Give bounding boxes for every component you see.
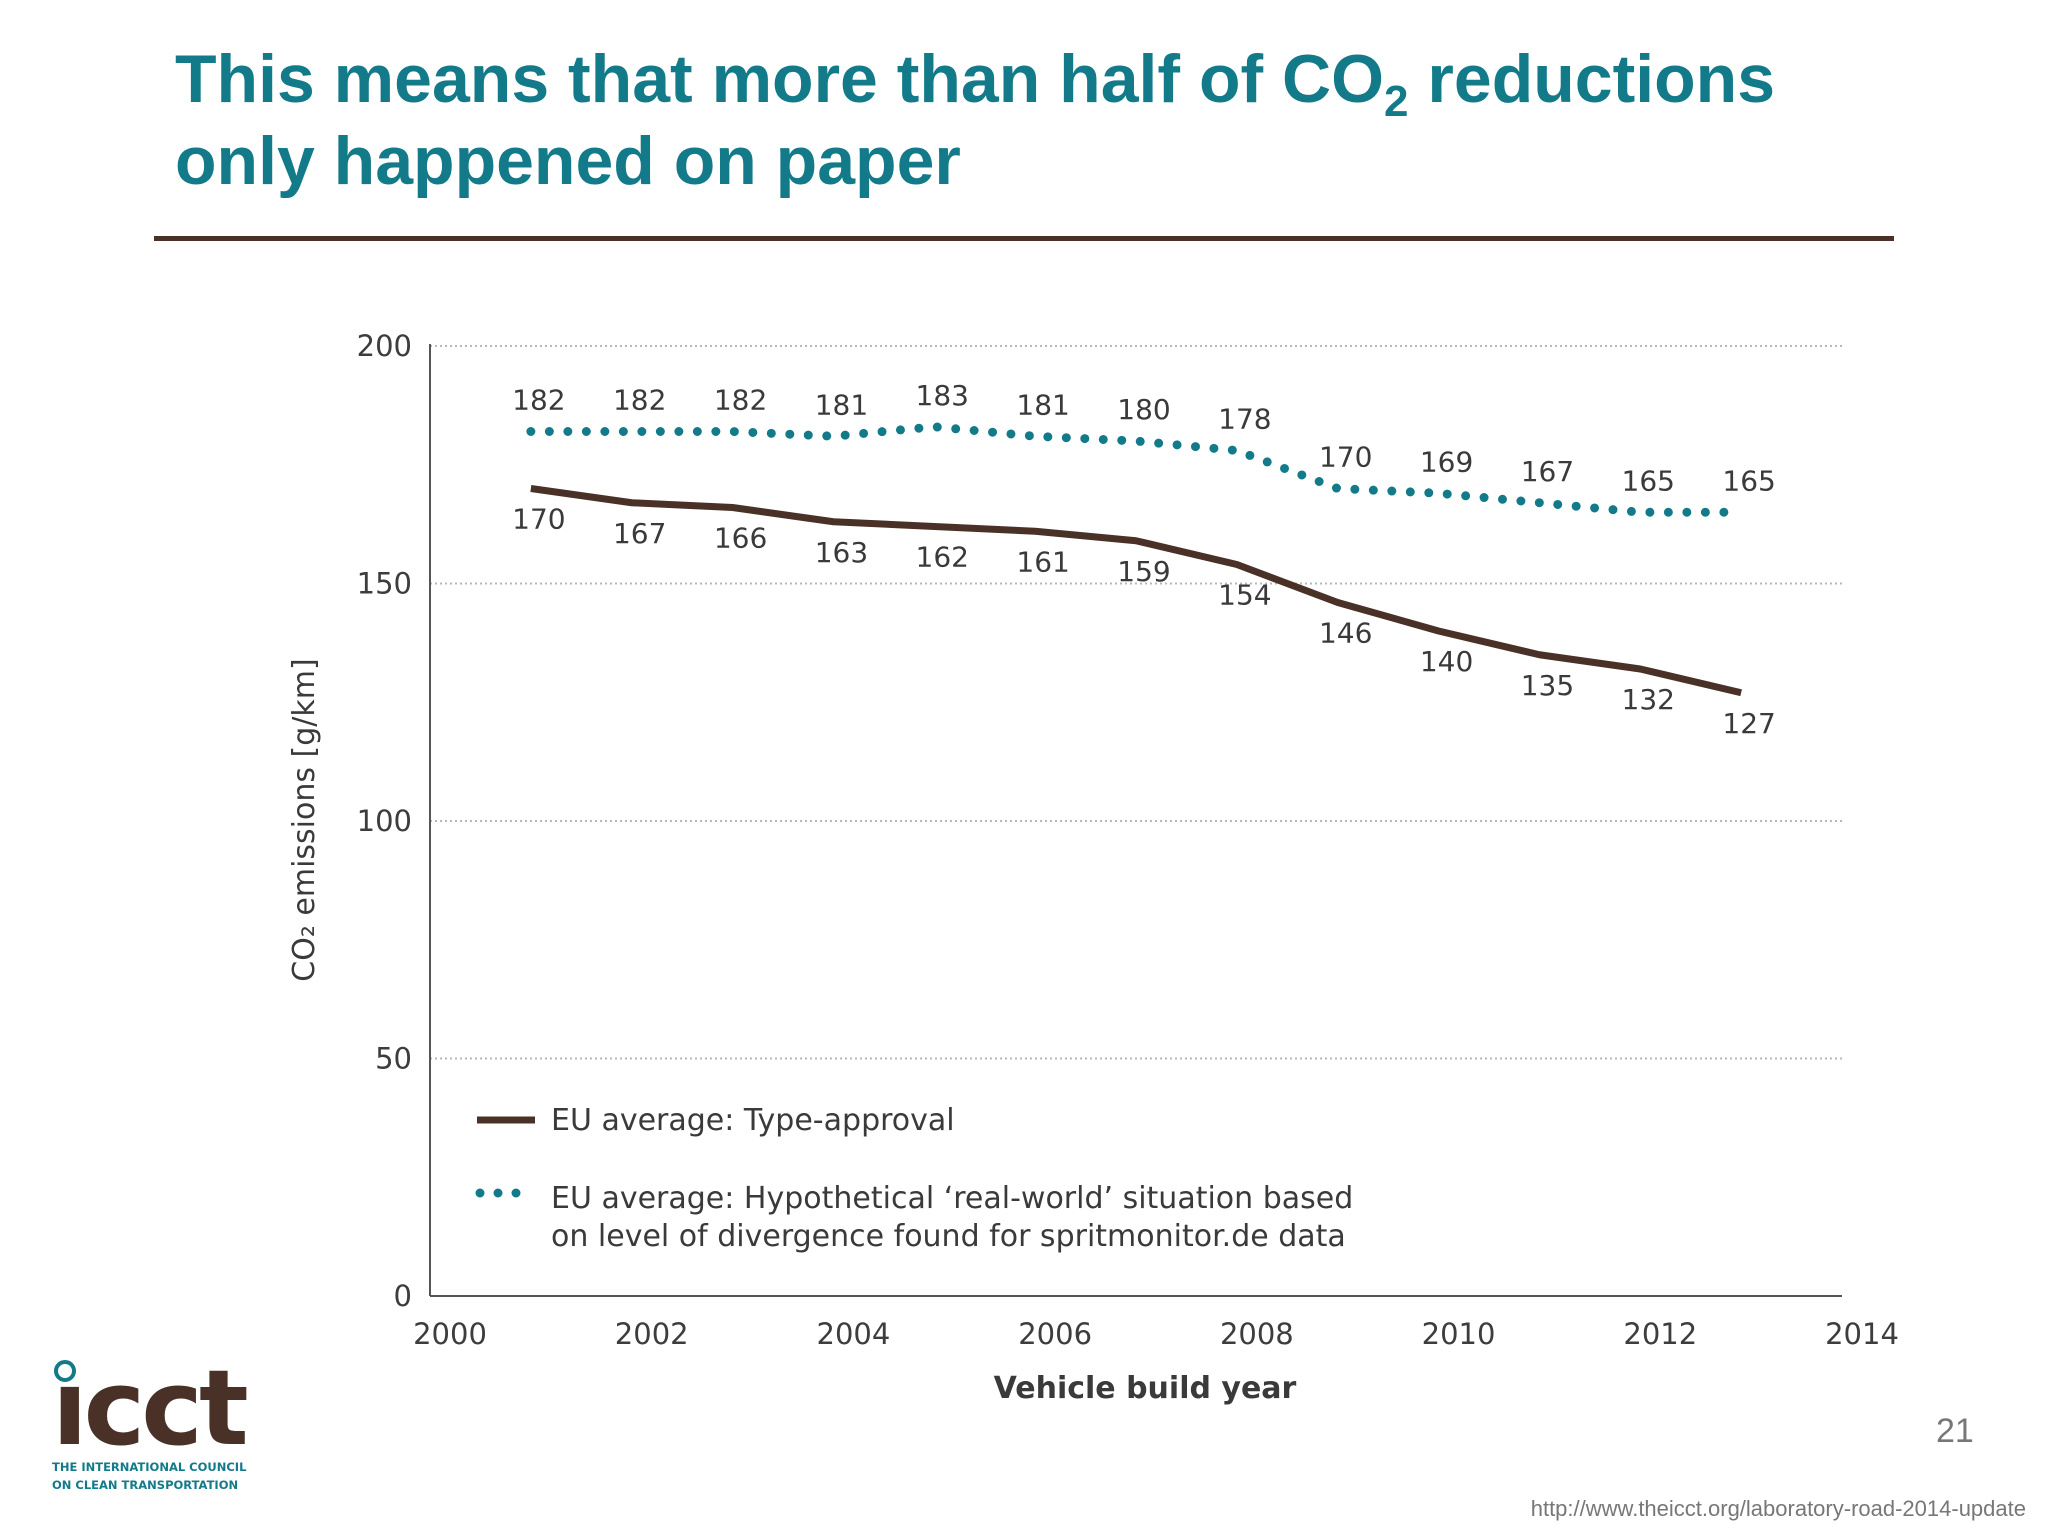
y-axis-label: CO₂ emissions [g/km] bbox=[287, 658, 322, 981]
data-label-real-world: 182 bbox=[512, 384, 565, 417]
x-tick-label: 2006 bbox=[1018, 1317, 1092, 1351]
data-label-type-approval: 146 bbox=[1319, 617, 1372, 650]
data-label-type-approval: 154 bbox=[1218, 579, 1271, 612]
logo-tagline-2: ON CLEAN TRANSPORTATION bbox=[52, 1478, 239, 1492]
data-labels: 182 170 182 167 182 166 181 163 183 162 181 161 180 1… bbox=[512, 379, 1776, 740]
grid bbox=[430, 345, 1842, 1060]
legend-label-real-world-2: on level of divergence found for spritmo… bbox=[551, 1219, 1346, 1254]
data-label-real-world: 182 bbox=[613, 384, 666, 417]
legend: EU average: Type-approval EU average: Hy… bbox=[475, 1103, 1353, 1254]
y-tick-label: 150 bbox=[357, 567, 412, 601]
x-axis-label: Vehicle build year bbox=[994, 1371, 1297, 1406]
data-label-real-world: 170 bbox=[1319, 441, 1372, 474]
y-tick-label: 200 bbox=[357, 329, 412, 363]
data-label-real-world: 167 bbox=[1521, 455, 1574, 488]
y-tick-label: 0 bbox=[394, 1279, 412, 1313]
data-label-real-world: 182 bbox=[714, 384, 767, 417]
legend-dot bbox=[475, 1188, 485, 1198]
logo-wordmark: ıcct bbox=[52, 1347, 249, 1469]
data-label-real-world: 181 bbox=[815, 388, 868, 421]
title-text: This means that more than half of CO bbox=[175, 41, 1385, 117]
data-label-type-approval: 163 bbox=[815, 536, 868, 569]
legend-dot bbox=[493, 1188, 503, 1198]
data-label-type-approval: 161 bbox=[1016, 545, 1069, 578]
source-url: http://www.theicct.org/laboratory-road-2… bbox=[1530, 1496, 2026, 1521]
y-tick-label: 50 bbox=[375, 1042, 412, 1076]
data-label-type-approval: 170 bbox=[512, 503, 565, 536]
data-label-type-approval: 132 bbox=[1622, 683, 1675, 716]
x-tick-label: 2014 bbox=[1825, 1317, 1899, 1351]
data-label-type-approval: 127 bbox=[1722, 707, 1775, 740]
legend-dot bbox=[511, 1188, 521, 1198]
data-label-real-world: 165 bbox=[1622, 464, 1675, 497]
icct-logo: iıcct THE INTERNATIONAL COUNCIL ON CLEAN… bbox=[52, 1347, 252, 1492]
logo-dot bbox=[54, 1360, 76, 1382]
data-label-type-approval: 167 bbox=[613, 517, 666, 550]
page-number: 21 bbox=[1936, 1412, 1974, 1450]
data-label-real-world: 178 bbox=[1218, 403, 1271, 436]
x-tick-label: 2000 bbox=[413, 1317, 487, 1351]
axes: 0 50 100 150 200 2000 2002 2004 2006 2008 2010 2012… bbox=[357, 329, 1899, 1351]
data-label-real-world: 183 bbox=[916, 379, 969, 412]
x-tick-label: 2010 bbox=[1422, 1317, 1496, 1351]
logo-tagline-1: THE INTERNATIONAL COUNCIL bbox=[52, 1460, 247, 1474]
x-tick-label: 2008 bbox=[1220, 1317, 1294, 1351]
data-label-type-approval: 162 bbox=[916, 541, 969, 574]
x-tick-label: 2012 bbox=[1623, 1317, 1697, 1351]
legend-label-type-approval: EU average: Type-approval bbox=[551, 1103, 955, 1138]
data-label-real-world: 169 bbox=[1420, 445, 1473, 478]
data-label-real-world: 165 bbox=[1722, 464, 1775, 497]
data-label-type-approval: 135 bbox=[1521, 669, 1574, 702]
x-tick-label: 2002 bbox=[615, 1317, 689, 1351]
title-text-2: reductions bbox=[1408, 41, 1776, 117]
title-line-2: only happened on paper bbox=[175, 123, 961, 199]
legend-label-real-world-1: EU average: Hypothetical ‘real-world’ si… bbox=[551, 1181, 1353, 1216]
data-label-real-world: 181 bbox=[1016, 388, 1069, 421]
legend-swatch-real-world bbox=[475, 1188, 521, 1198]
series-type-approval-line bbox=[530, 485, 1742, 697]
x-tick-label: 2004 bbox=[817, 1317, 891, 1351]
data-label-real-world: 180 bbox=[1117, 393, 1170, 426]
series-group bbox=[526, 422, 1746, 697]
title-subscript: 2 bbox=[1384, 77, 1409, 126]
data-label-type-approval: 166 bbox=[714, 522, 767, 555]
title-divider bbox=[154, 236, 1894, 241]
slide-title: This means that more than half of CO2 re… bbox=[175, 38, 1775, 202]
data-label-type-approval: 159 bbox=[1117, 555, 1170, 588]
data-label-type-approval: 140 bbox=[1420, 645, 1473, 678]
y-tick-label: 100 bbox=[357, 804, 412, 838]
